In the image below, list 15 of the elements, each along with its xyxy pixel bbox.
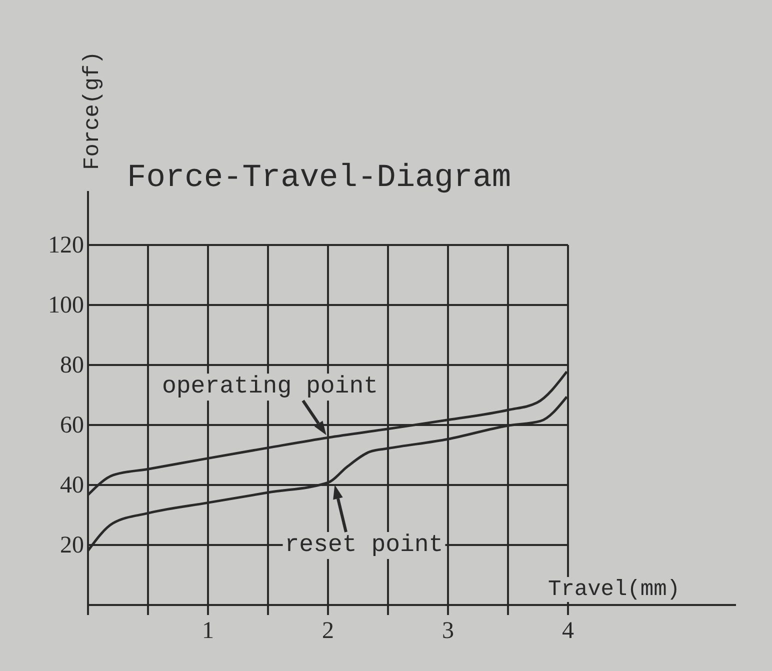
x-tick-label: 3	[442, 618, 454, 644]
y-tick-label: 100	[48, 292, 84, 319]
x-axis-title: Travel(mm)	[548, 577, 680, 602]
annotation: reset point	[284, 532, 444, 559]
y-axis-title: Force(gf)	[80, 51, 105, 170]
y-tick-label: 80	[60, 352, 84, 379]
chart-title: Force-Travel-Diagram	[127, 159, 512, 196]
annotation: operating point	[162, 374, 378, 401]
y-tick-label: 40	[60, 472, 84, 499]
x-tick-label: 2	[322, 618, 334, 644]
y-tick-label: 60	[60, 412, 84, 439]
y-tick-label: 20	[60, 532, 84, 559]
y-tick-label: 120	[48, 232, 84, 259]
x-tick-label: 4	[562, 618, 574, 644]
x-tick-label: 1	[202, 618, 214, 644]
